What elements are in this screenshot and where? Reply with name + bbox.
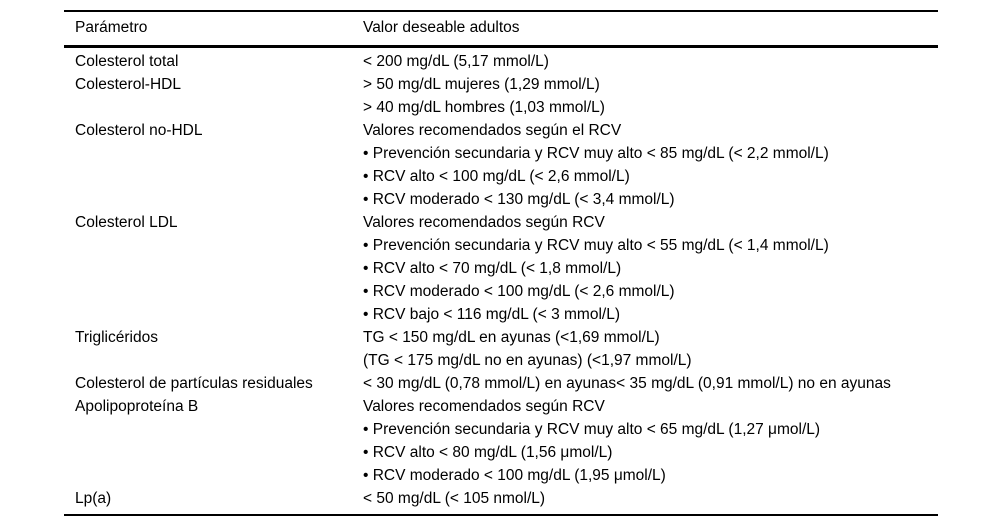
table-row: Colesterol total < 200 mg/dL (5,17 mmol/… — [64, 51, 938, 74]
table-row: • RCV alto < 70 mg/dL (< 1,8 mmol/L) — [64, 258, 938, 281]
table-row: (TG < 175 mg/dL no en ayunas) (<1,97 mmo… — [64, 350, 938, 373]
value-cell: TG < 150 mg/dL en ayunas (<1,69 mmol/L) — [363, 329, 660, 346]
value-cell: • RCV moderado < 100 mg/dL (< 2,6 mmol/L… — [363, 283, 675, 300]
param-cell: Colesterol total — [75, 53, 179, 70]
value-cell: > 50 mg/dL mujeres (1,29 mmol/L) — [363, 76, 600, 93]
table-row: • RCV moderado < 100 mg/dL (< 2,6 mmol/L… — [64, 281, 938, 304]
param-cell: Triglicéridos — [75, 329, 158, 346]
param-cell: Colesterol LDL — [75, 214, 178, 231]
table-row: • RCV moderado < 130 mg/dL (< 3,4 mmol/L… — [64, 189, 938, 212]
table-row: • RCV alto < 80 mg/dL (1,56 μmol/L) — [64, 442, 938, 465]
table-row: Lp(a) < 50 mg/dL (< 105 nmol/L) — [64, 488, 938, 511]
param-cell: Colesterol no-HDL — [75, 122, 203, 139]
table-header-row: Parámetro Valor deseable adultos — [64, 12, 938, 45]
column-header-valor: Valor deseable adultos — [363, 19, 520, 36]
value-cell: • RCV alto < 70 mg/dL (< 1,8 mmol/L) — [363, 260, 622, 277]
value-cell: < 50 mg/dL (< 105 nmol/L) — [363, 490, 546, 507]
value-cell: • RCV moderado < 100 mg/dL (1,95 μmol/L) — [363, 467, 666, 484]
table-row: Colesterol de partículas residuales < 30… — [64, 373, 938, 396]
value-cell: • Prevención secundaria y RCV muy alto <… — [363, 237, 829, 254]
table-row: • Prevención secundaria y RCV muy alto <… — [64, 419, 938, 442]
param-cell: Colesterol de partículas residuales — [75, 375, 313, 392]
value-cell: Valores recomendados según el RCV — [363, 122, 622, 139]
value-cell: < 200 mg/dL (5,17 mmol/L) — [363, 53, 549, 70]
value-cell: Valores recomendados según RCV — [363, 398, 605, 415]
param-cell: Apolipoproteína B — [75, 398, 199, 415]
table-bottom-rule — [64, 513, 938, 516]
table-row: Colesterol-HDL > 50 mg/dL mujeres (1,29 … — [64, 74, 938, 97]
table-row: > 40 mg/dL hombres (1,03 mmol/L) — [64, 97, 938, 120]
value-cell: • RCV alto < 80 mg/dL (1,56 μmol/L) — [363, 444, 613, 461]
column-header-parametro: Parámetro — [75, 19, 148, 36]
lipid-reference-table: Parámetro Valor deseable adultos Coleste… — [64, 10, 938, 516]
param-cell: Colesterol-HDL — [75, 76, 181, 93]
value-cell: • Prevención secundaria y RCV muy alto <… — [363, 421, 821, 438]
table-body: Colesterol total < 200 mg/dL (5,17 mmol/… — [64, 48, 938, 514]
table-row: • Prevención secundaria y RCV muy alto <… — [64, 143, 938, 166]
value-cell: • RCV bajo < 116 mg/dL (< 3 mmol/L) — [363, 306, 620, 323]
table-row: Colesterol no-HDL Valores recomendados s… — [64, 120, 938, 143]
table-row: • RCV alto < 100 mg/dL (< 2,6 mmol/L) — [64, 166, 938, 189]
header-separator-rule — [64, 44, 938, 48]
value-cell: < 30 mg/dL (0,78 mmol/L) en ayunas< 35 m… — [363, 375, 891, 392]
table-row: Triglicéridos TG < 150 mg/dL en ayunas (… — [64, 327, 938, 350]
table-row: Apolipoproteína B Valores recomendados s… — [64, 396, 938, 419]
param-cell: Lp(a) — [75, 490, 112, 507]
value-cell: • RCV alto < 100 mg/dL (< 2,6 mmol/L) — [363, 168, 630, 185]
table-row: • Prevención secundaria y RCV muy alto <… — [64, 235, 938, 258]
table-row: Colesterol LDL Valores recomendados segú… — [64, 212, 938, 235]
value-cell: (TG < 175 mg/dL no en ayunas) (<1,97 mmo… — [363, 352, 692, 369]
table-row: • RCV moderado < 100 mg/dL (1,95 μmol/L) — [64, 465, 938, 488]
value-cell: • RCV moderado < 130 mg/dL (< 3,4 mmol/L… — [363, 191, 675, 208]
value-cell: • Prevención secundaria y RCV muy alto <… — [363, 145, 829, 162]
table-row: • RCV bajo < 116 mg/dL (< 3 mmol/L) — [64, 304, 938, 327]
table-top-rule — [64, 10, 938, 12]
value-cell: > 40 mg/dL hombres (1,03 mmol/L) — [363, 99, 605, 116]
value-cell: Valores recomendados según RCV — [363, 214, 605, 231]
